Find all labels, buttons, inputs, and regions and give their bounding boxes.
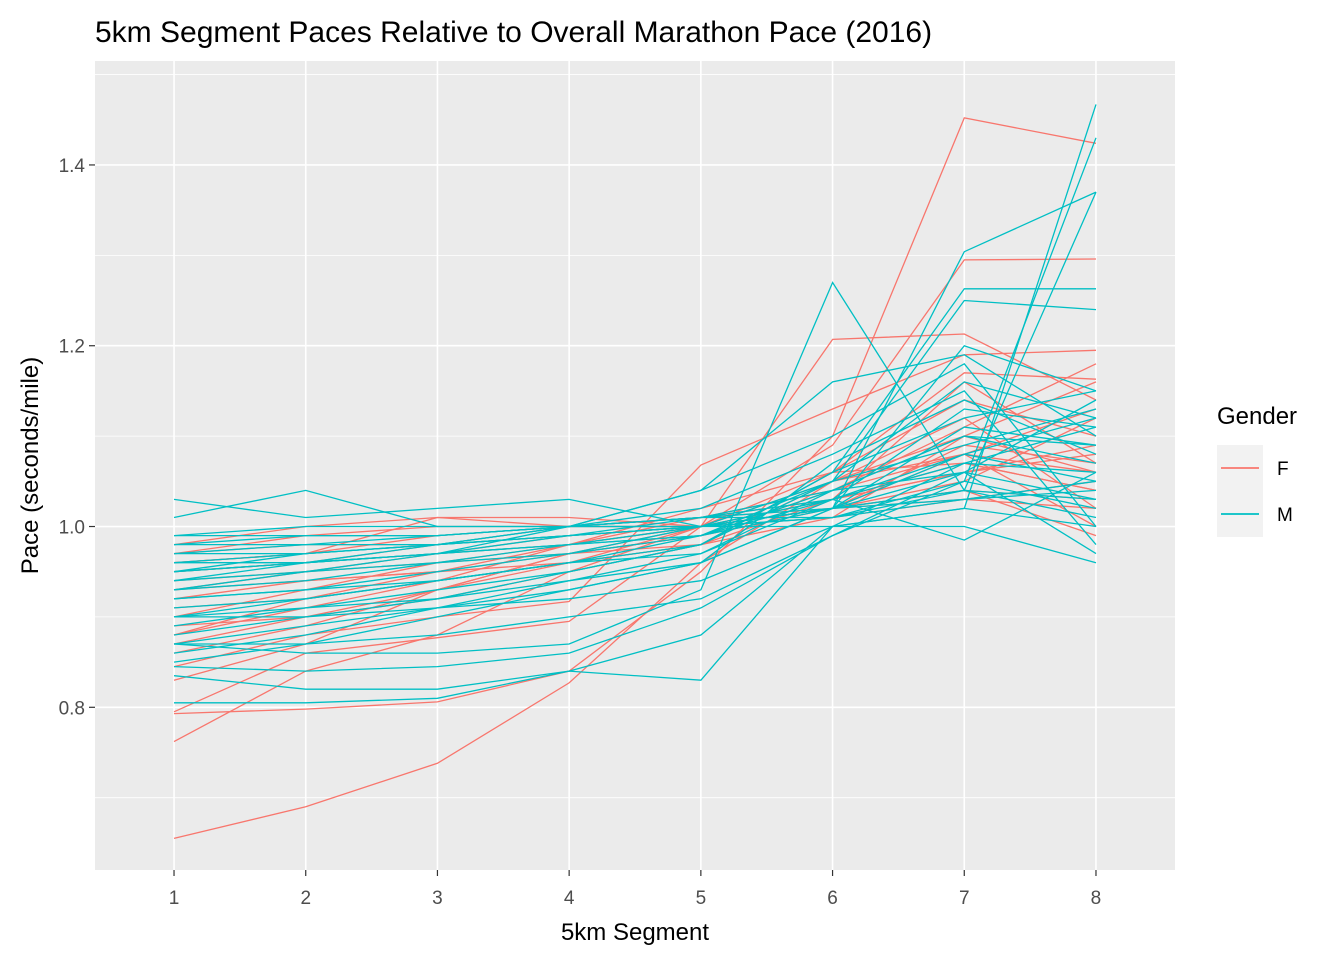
series-line-m-54 [174, 426, 1097, 618]
series-line-m-44 [173, 399, 1097, 618]
legend-label-m: M [1277, 505, 1293, 526]
series-line-m-45 [173, 362, 1097, 591]
series-line-m-25 [174, 525, 1097, 704]
series-line-m-27 [173, 137, 1097, 672]
x-tick-label: 8 [1091, 888, 1102, 909]
series-line-m-57 [173, 462, 1097, 573]
chart-title: 5km Segment Paces Relative to Overall Ma… [95, 16, 932, 49]
y-tick-label: 0.8 [59, 698, 85, 719]
x-tick-label: 7 [959, 888, 970, 909]
x-axis-title: 5km Segment [561, 919, 709, 946]
series-line-f-6 [173, 349, 1097, 668]
series-line-m-32 [173, 344, 1097, 528]
series-line-m-48 [173, 471, 1097, 600]
x-tick-label: 2 [300, 888, 311, 909]
y-tick-label: 1.4 [59, 156, 86, 177]
x-tick-label: 3 [432, 888, 443, 909]
series-line-f-4 [173, 333, 1097, 713]
series-line-m-42 [173, 408, 1097, 609]
legend-title: Gender [1217, 403, 1297, 430]
x-tick-label: 4 [564, 888, 575, 909]
y-axis-title: Pace (seconds/mile) [17, 357, 44, 574]
series-lines [173, 104, 1097, 840]
series-line-f-3 [173, 117, 1097, 715]
series-line-m-55 [174, 399, 1097, 645]
series-line-m-49 [173, 417, 1097, 663]
series-line-m-28 [173, 191, 1097, 654]
x-tick-label: 6 [827, 888, 838, 909]
y-axis-ticks: 0.8 1.0 1.2 1.4 [59, 156, 95, 719]
series-line-m-38 [173, 453, 1097, 582]
y-tick-label: 1.0 [59, 518, 85, 539]
series-line-f-1 [173, 453, 1097, 840]
y-tick-label: 1.2 [59, 337, 85, 358]
series-line-m-50 [173, 435, 1097, 654]
legend-label-f: F [1277, 459, 1289, 480]
x-axis-ticks: 1 2 3 4 5 6 7 8 [169, 870, 1102, 909]
series-line-m-52 [174, 507, 1097, 546]
series-line-m-53 [174, 480, 1097, 564]
x-tick-label: 1 [169, 888, 180, 909]
x-tick-label: 5 [696, 888, 707, 909]
series-line-m-46 [173, 390, 1097, 573]
legend: Gender F M [1217, 403, 1297, 537]
